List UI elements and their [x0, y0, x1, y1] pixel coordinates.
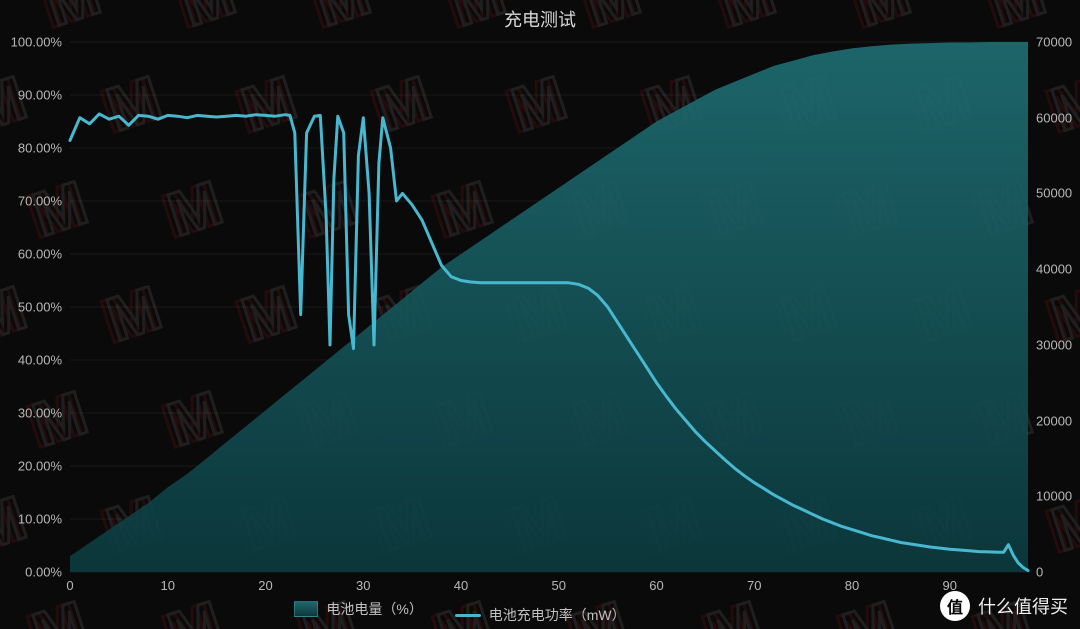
x-tick-label: 70	[747, 578, 761, 593]
y-left-tick-label: 40.00%	[18, 353, 62, 368]
brand-icon: 值	[940, 591, 970, 621]
x-tick-label: 0	[66, 578, 73, 593]
legend-item-area: 电池电量（%）	[294, 599, 422, 619]
y-right-tick-label: 60000	[1036, 110, 1072, 125]
y-left-tick-label: 60.00%	[18, 247, 62, 262]
chart-svg	[70, 42, 1028, 572]
y-left-tick-label: 100.00%	[11, 35, 62, 50]
legend-label-line: 电池充电功率（mW）	[489, 605, 626, 625]
y-left-tick-label: 10.00%	[18, 512, 62, 527]
y-right-tick-label: 40000	[1036, 262, 1072, 277]
legend-item-line: 电池充电功率（mW）	[455, 605, 626, 625]
chart-title: 充电测试	[0, 6, 1080, 32]
brand-badge: 值 什么值得买	[940, 591, 1068, 621]
y-left-tick-label: 80.00%	[18, 141, 62, 156]
legend-swatch-area	[294, 601, 318, 617]
x-tick-label: 30	[356, 578, 370, 593]
y-right-tick-label: 50000	[1036, 186, 1072, 201]
y-left-tick-label: 90.00%	[18, 88, 62, 103]
chart: 充电测试 0.00%10.00%20.00%30.00%40.00%50.00%…	[0, 0, 1080, 629]
y-left-tick-label: 70.00%	[18, 194, 62, 209]
x-tick-label: 40	[454, 578, 468, 593]
x-tick-label: 60	[649, 578, 663, 593]
y-left-tick-label: 30.00%	[18, 406, 62, 421]
y-right-tick-label: 0	[1036, 565, 1043, 580]
y-right-tick-label: 70000	[1036, 35, 1072, 50]
x-tick-label: 10	[161, 578, 175, 593]
y-right-tick-label: 20000	[1036, 413, 1072, 428]
y-right-tick-label: 10000	[1036, 489, 1072, 504]
legend: 电池电量（%） 电池充电功率（mW）	[0, 599, 920, 626]
y-right-tick-label: 30000	[1036, 337, 1072, 352]
legend-label-area: 电池电量（%）	[326, 599, 422, 619]
x-tick-label: 50	[552, 578, 566, 593]
y-left-tick-label: 20.00%	[18, 459, 62, 474]
x-tick-label: 20	[258, 578, 272, 593]
brand-text: 什么值得买	[978, 593, 1068, 619]
x-tick-label: 80	[845, 578, 859, 593]
plot-area: 0.00%10.00%20.00%30.00%40.00%50.00%60.00…	[70, 42, 1028, 572]
y-left-tick-label: 0.00%	[25, 565, 62, 580]
legend-swatch-line	[455, 614, 481, 617]
y-left-tick-label: 50.00%	[18, 300, 62, 315]
